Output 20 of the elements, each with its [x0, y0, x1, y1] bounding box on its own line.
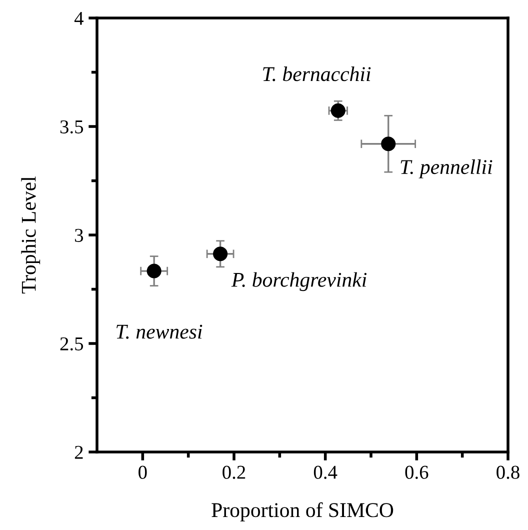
y-tick-label: 2.5 — [60, 337, 84, 351]
y-axis-title: Trophic Level — [21, 176, 40, 294]
annotation: T. pennellii — [400, 159, 492, 178]
point — [330, 103, 346, 118]
point — [381, 136, 396, 152]
x-tick-label: 0.6 — [405, 466, 428, 479]
point — [213, 246, 228, 262]
y-tick-label: 3 — [75, 228, 84, 242]
x-tick-label: 0.8 — [496, 466, 520, 479]
annotation: P. borchgrevinki — [231, 272, 367, 292]
annotation: T. bernacchii — [263, 66, 371, 82]
x-tick-label: 0.4 — [314, 466, 338, 479]
y-tick-label: 4 — [74, 12, 84, 25]
y-tick-label: 3.5 — [60, 120, 84, 134]
point — [146, 264, 162, 278]
x-tick-label: 0.2 — [222, 466, 246, 479]
x-axis-title: Proportion of SIMCO — [212, 502, 394, 522]
annotation: T. newnesi — [116, 324, 202, 339]
x-tick-label: 0 — [138, 466, 147, 479]
y-tick-label: 2 — [74, 446, 83, 459]
